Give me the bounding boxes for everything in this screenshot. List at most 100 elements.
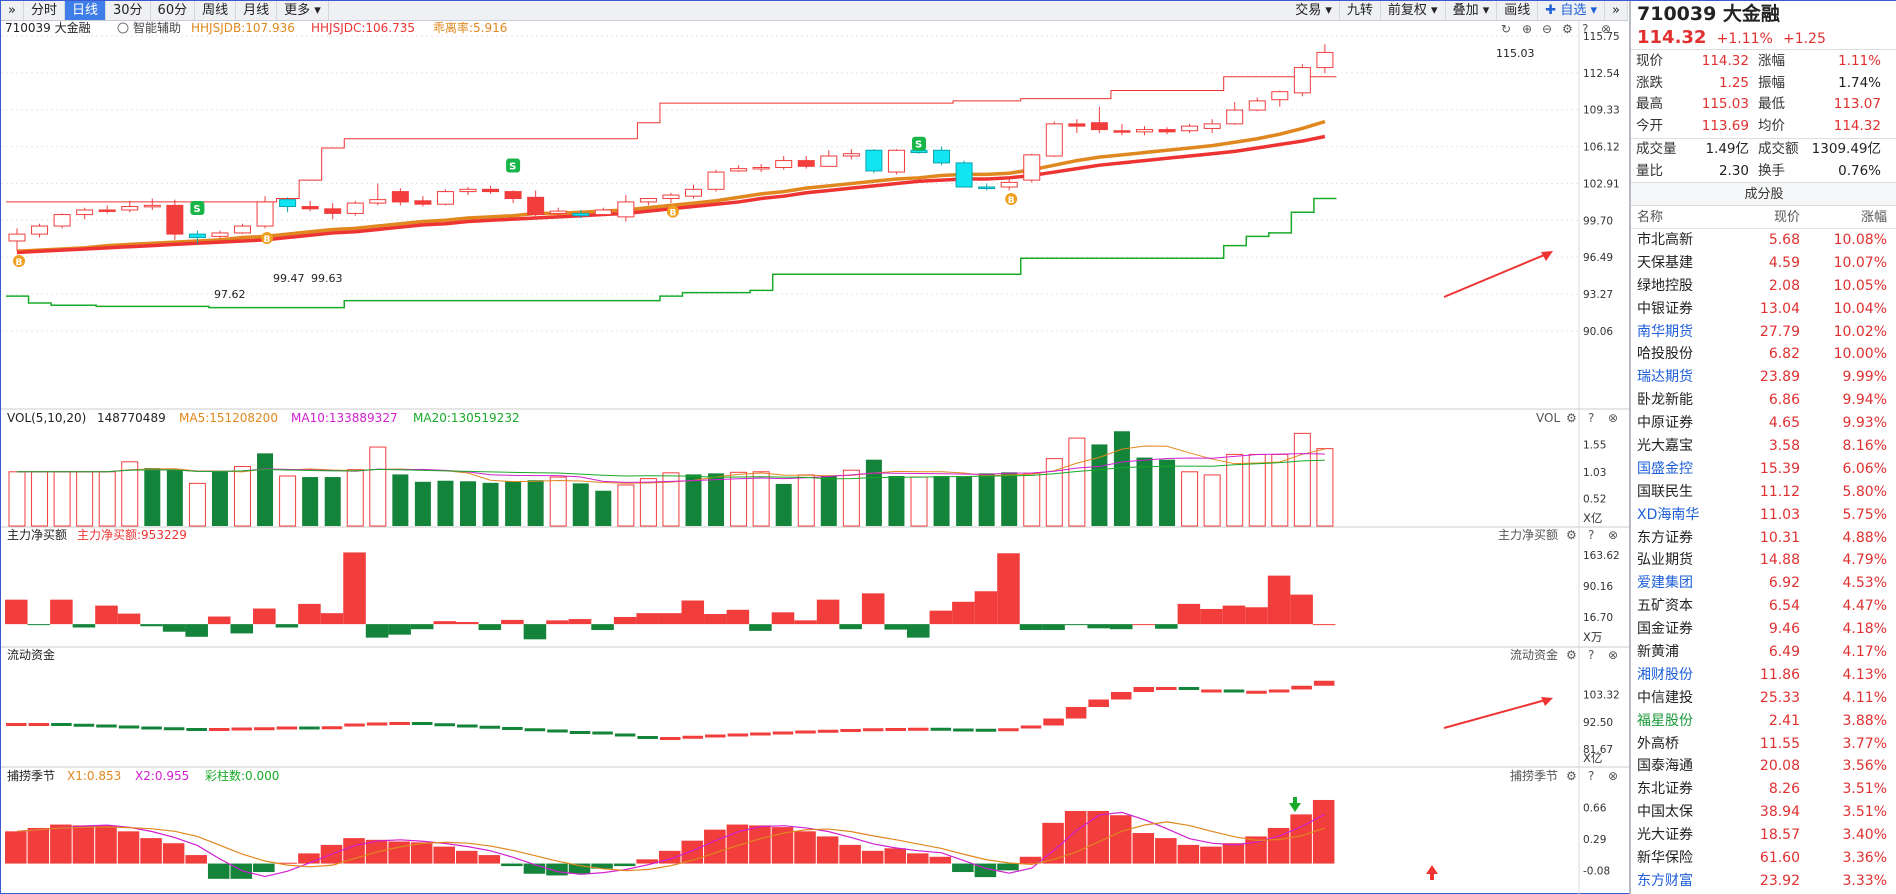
component-row[interactable]: 湘财股份 11.86 4.13%	[1631, 664, 1896, 687]
component-row[interactable]: 国泰海通 20.08 3.56%	[1631, 755, 1896, 778]
component-name: 外高桥	[1637, 735, 1679, 752]
net-close-icon[interactable]: ⊗	[1608, 528, 1618, 542]
tab-30min[interactable]: 30分	[106, 1, 151, 20]
component-row[interactable]: 市北高新 5.68 10.08%	[1631, 229, 1896, 252]
help-icon[interactable]: ?	[1582, 22, 1588, 36]
tab-daily[interactable]: 日线	[64, 1, 106, 20]
component-row[interactable]: 福星股份 2.41 3.88%	[1631, 710, 1896, 733]
net-buy-bar	[5, 599, 28, 625]
flow-gear-icon[interactable]: ⚙	[1566, 648, 1577, 662]
add-circle-icon[interactable]: ⊕	[1522, 22, 1532, 36]
component-row[interactable]: 中原证券 4.65 9.93%	[1631, 412, 1896, 435]
tab-intraday[interactable]: 分时	[24, 1, 65, 20]
component-row[interactable]: 哈投股份 6.82 10.00%	[1631, 343, 1896, 366]
component-row[interactable]: 五矿资本 6.54 4.47%	[1631, 595, 1896, 618]
overlay-button[interactable]: 叠加 ▾	[1446, 1, 1498, 20]
component-pct: 4.18%	[1842, 621, 1887, 638]
nine-turn-button[interactable]: 九转	[1340, 1, 1381, 20]
col-pct[interactable]: 涨幅	[1860, 210, 1887, 225]
season-gear-icon[interactable]: ⚙	[1566, 769, 1577, 783]
tab-weekly[interactable]: 周线	[195, 1, 237, 20]
assist-dropdown-icon[interactable]	[117, 22, 129, 34]
volume-bar	[505, 481, 522, 526]
component-row[interactable]: 新华保险 61.60 3.36%	[1631, 847, 1896, 870]
y-tick-label: 0.66	[1583, 803, 1607, 815]
high-label: 115.03	[1496, 47, 1535, 60]
component-row[interactable]: 卧龙新能 6.86 9.94%	[1631, 389, 1896, 412]
flow-close-icon[interactable]: ⊗	[1608, 648, 1618, 662]
volume-bar	[437, 480, 454, 526]
component-row[interactable]: 国金证券 9.46 4.18%	[1631, 618, 1896, 641]
col-price[interactable]: 现价	[1773, 210, 1800, 225]
flow-segment	[254, 727, 275, 731]
component-row[interactable]: 绿地控股 2.08 10.05%	[1631, 275, 1896, 298]
component-row[interactable]: 新黄浦 6.49 4.17%	[1631, 641, 1896, 664]
minus-circle-icon[interactable]: ⊖	[1542, 22, 1552, 36]
vol-close-icon[interactable]: ⊗	[1608, 411, 1618, 425]
refresh-icon[interactable]: ↻	[1501, 22, 1511, 36]
component-row[interactable]: 中信建投 25.33 4.11%	[1631, 687, 1896, 710]
component-row[interactable]: 瑞达期货 23.89 9.99%	[1631, 366, 1896, 389]
col-name[interactable]: 名称	[1637, 210, 1664, 225]
quote-label: 均价	[1758, 117, 1785, 134]
main-grid	[1, 35, 1579, 332]
quote-value: 1.49亿	[1705, 141, 1749, 157]
volume-bar	[1316, 448, 1334, 527]
volume-bar	[392, 474, 409, 526]
component-row[interactable]: 东方财富 23.92 3.33%	[1631, 870, 1896, 893]
component-row[interactable]: 中国太保 38.94 3.51%	[1631, 801, 1896, 824]
toolbar: » 分时 日线 30分 60分 周线 月线 更多 ▾ 交易 ▾ 九转 前复权 ▾…	[1, 1, 1628, 21]
net-buy-bar	[1290, 594, 1313, 625]
season-help-icon[interactable]: ?	[1588, 769, 1594, 783]
component-row[interactable]: 南华期货 27.79 10.02%	[1631, 321, 1896, 344]
component-row[interactable]: 光大嘉宝 3.58 8.16%	[1631, 435, 1896, 458]
component-row[interactable]: 爱建集团 6.92 4.53%	[1631, 572, 1896, 595]
component-name: 东方证券	[1637, 529, 1693, 546]
flow-help-icon[interactable]: ?	[1588, 648, 1594, 662]
tab-more[interactable]: 更多 ▾	[277, 1, 329, 20]
component-row[interactable]: 光大证券 18.57 3.40%	[1631, 824, 1896, 847]
component-row[interactable]: 天保基建 4.59 10.07%	[1631, 252, 1896, 275]
collapse-right-button[interactable]: »	[1605, 1, 1628, 20]
net-buy-bar	[1019, 624, 1043, 631]
component-row[interactable]: 外高桥 11.55 3.77%	[1631, 733, 1896, 756]
component-row[interactable]: 弘业期货 14.88 4.79%	[1631, 549, 1896, 572]
component-row[interactable]: 东方证券 10.31 4.88%	[1631, 527, 1896, 550]
season-bar	[140, 838, 162, 864]
chart-area[interactable]: 710039 大金融 智能辅助 HHJSJDB:107.936 HHJSJDC:…	[1, 21, 1629, 894]
component-price: 11.55	[1759, 735, 1800, 752]
add-watchlist-button[interactable]: ✚ 自选 ▾	[1538, 1, 1606, 20]
vol-gear-icon[interactable]: ⚙	[1566, 411, 1577, 425]
quote-value: 1309.49亿	[1811, 141, 1881, 157]
toolbar-right: 交易 ▾ 九转 前复权 ▾ 叠加 ▾ 画线 ✚ 自选 ▾ »	[1288, 1, 1628, 21]
flow-segment	[163, 727, 185, 731]
net-help-icon[interactable]: ?	[1588, 528, 1594, 542]
flow-segment	[141, 726, 162, 730]
gear-icon[interactable]: ⚙	[1562, 22, 1573, 36]
season-close-icon[interactable]: ⊗	[1608, 769, 1618, 783]
candle-body	[31, 225, 49, 235]
draw-button[interactable]: 画线	[1497, 1, 1539, 20]
y-tick-label: 16.70	[1583, 612, 1613, 624]
net-buy-bar	[1042, 624, 1065, 631]
component-row[interactable]: 国联民生 11.12 5.80%	[1631, 481, 1896, 504]
net-gear-icon[interactable]: ⚙	[1566, 528, 1577, 542]
component-name: 中银证券	[1637, 300, 1693, 317]
component-row[interactable]: 中银证券 13.04 10.04%	[1631, 298, 1896, 321]
trade-button[interactable]: 交易 ▾	[1288, 1, 1340, 20]
quote-pct: +1.11%	[1716, 31, 1773, 47]
vol-help-icon[interactable]: ?	[1588, 411, 1594, 425]
tab-60min[interactable]: 60分	[151, 1, 196, 20]
adjust-button[interactable]: 前复权 ▾	[1381, 1, 1446, 20]
close-icon[interactable]: ⊗	[1601, 22, 1611, 36]
collapse-left-button[interactable]: »	[1, 1, 24, 20]
assist-label[interactable]: 智能辅助	[133, 21, 181, 35]
component-row[interactable]: 国盛金控 15.39 6.06%	[1631, 458, 1896, 481]
component-pct: 4.13%	[1842, 666, 1887, 683]
component-row[interactable]: 东北证券 8.26 3.51%	[1631, 778, 1896, 801]
quote-value: 1.25	[1718, 74, 1749, 91]
component-row[interactable]: XD海南华 11.03 5.75%	[1631, 504, 1896, 527]
component-price: 2.08	[1768, 277, 1800, 294]
tab-monthly[interactable]: 月线	[236, 1, 278, 20]
component-price: 14.88	[1759, 552, 1800, 569]
